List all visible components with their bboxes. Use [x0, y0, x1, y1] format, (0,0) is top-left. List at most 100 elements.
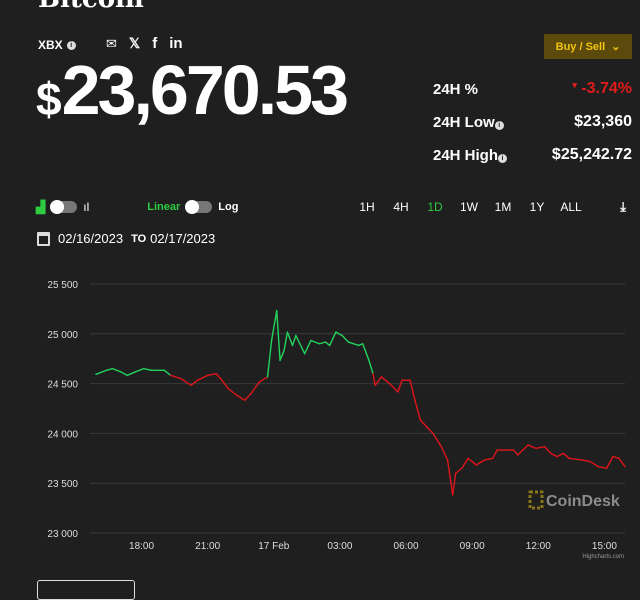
price-line-segment [120, 371, 128, 377]
price-line-segment [580, 459, 591, 463]
price-line-segment [196, 374, 209, 382]
price-line-segment [380, 376, 391, 385]
high-label: 24H High [433, 146, 499, 164]
x-tick-label: 03:00 [327, 541, 352, 552]
price-line-segment [295, 334, 306, 355]
bottom-button[interactable] [37, 580, 135, 600]
x-tick-label: 18:00 [129, 541, 154, 552]
coindesk-watermark: CoinDesk [528, 490, 620, 510]
price-line-segment [475, 459, 486, 466]
linear-label[interactable]: Linear [147, 201, 181, 213]
stat-24h-high: 24H High i $25,242.72 [433, 146, 632, 164]
info-icon[interactable]: i [66, 40, 76, 50]
price-chart[interactable]: 25 500 25 000 24 500 24 000 23 500 23 000 18:… [0, 270, 640, 570]
price-line-segment [310, 339, 321, 345]
price-line-segment [388, 382, 399, 393]
download-icon[interactable]: ⤓ [620, 199, 626, 214]
y-tick-label: 23 000 [47, 529, 78, 540]
candle-chart-icon[interactable]: ıl [83, 200, 90, 214]
price-line-segment [276, 309, 281, 362]
range-4h[interactable]: 4H [393, 200, 409, 214]
low-label: 24H Low [433, 113, 495, 131]
highcharts-credit[interactable]: Highcharts.com [582, 554, 624, 560]
price-line-segment [454, 467, 463, 474]
scale-toggle[interactable] [185, 200, 213, 214]
range-1h[interactable]: 1H [359, 200, 375, 214]
price-line-segment [461, 457, 469, 469]
area-chart-icon[interactable]: ▟ [36, 200, 46, 214]
price-line-segment [221, 379, 229, 390]
price-line-segment [612, 455, 620, 460]
stat-label: 24H Low i [433, 114, 504, 131]
price-line-segment [527, 444, 537, 450]
info-icon[interactable]: i [498, 153, 508, 163]
range-1y[interactable]: 1Y [529, 200, 545, 214]
price-line-segment [134, 367, 145, 373]
price-line-segment [483, 457, 494, 461]
price-line-segment [550, 452, 558, 458]
change-value: -3.74% [581, 80, 632, 97]
price-line-segment [111, 367, 122, 373]
mail-icon[interactable]: ✉ [106, 35, 117, 51]
ticker-symbol: XBX [38, 38, 63, 52]
y-tick-label: 23 500 [47, 479, 78, 490]
price-line-segment [341, 334, 350, 343]
share-bar: ✉ 𝕏 f in [106, 35, 183, 52]
y-tick-label: 24 500 [47, 380, 78, 391]
price-line-segment [227, 387, 238, 396]
stat-value: ▾ -3.74% [572, 80, 632, 98]
price-line-segment [492, 449, 498, 460]
price-line-segment [347, 341, 360, 347]
price-line-segment [597, 465, 608, 469]
facebook-icon[interactable]: f [152, 35, 158, 52]
price-line-segment [618, 457, 626, 468]
price-line-segment [169, 374, 182, 380]
stat-label: 24H % [433, 80, 479, 98]
price-line-segment [413, 397, 422, 421]
range-selector: 1H 4H 1D 1W 1M 1Y ALL [350, 200, 588, 214]
price-line-segment [419, 419, 428, 428]
y-tick-label: 25 500 [47, 280, 78, 291]
calendar-icon[interactable] [37, 231, 50, 246]
chart-controls: ▟ ıl Linear Log 1H 4H 1D 1W 1M 1Y ALL ⤓ [36, 198, 630, 216]
buy-sell-button[interactable]: Buy / Sell ⌄ [544, 34, 632, 59]
x-tick-label: 09:00 [460, 541, 485, 552]
price-line-segment [283, 331, 289, 352]
price-line-segment [328, 331, 337, 347]
price-line-segment [556, 452, 564, 458]
y-tick-label: 25 000 [47, 330, 78, 341]
buy-sell-label: Buy / Sell [555, 40, 606, 53]
price-line-segment [605, 455, 614, 469]
stat-value: $23,360 [574, 113, 632, 130]
info-icon[interactable]: i [494, 120, 504, 130]
price-line-segment [163, 369, 172, 377]
price-line-segment [235, 394, 246, 401]
price-line-segment [432, 432, 443, 448]
price-currency: $ [36, 73, 62, 125]
chart-type-toggle[interactable] [50, 200, 78, 214]
date-from[interactable]: 02/16/2023 [58, 231, 124, 246]
range-1d[interactable]: 1D [427, 200, 443, 214]
x-tick-label: 12:00 [526, 541, 551, 552]
price-line-segment [372, 372, 376, 386]
range-all[interactable]: ALL [560, 200, 582, 214]
price-line-segment [258, 376, 269, 383]
range-1w[interactable]: 1W [460, 200, 478, 214]
price: $ 23,670.53 [36, 50, 349, 130]
price-line-segment [126, 371, 137, 377]
log-label[interactable]: Log [218, 201, 239, 213]
x-tick-label: 06:00 [394, 541, 419, 552]
price-line-segment [368, 359, 374, 375]
date-to[interactable]: 02/17/2023 [150, 231, 216, 246]
y-tick-label: 24 000 [47, 429, 78, 440]
twitter-icon[interactable]: 𝕏 [128, 35, 141, 51]
price-line-segment [452, 472, 457, 496]
price-line-segment [143, 367, 153, 372]
price-line-segment [206, 372, 217, 377]
linkedin-icon[interactable]: in [169, 35, 183, 52]
price-line-segment [562, 452, 570, 460]
stat-value: $25,242.72 [551, 146, 632, 163]
price-line-segment [266, 339, 273, 378]
range-1m[interactable]: 1M [494, 200, 512, 214]
page-title: Bitcoin [38, 0, 144, 14]
